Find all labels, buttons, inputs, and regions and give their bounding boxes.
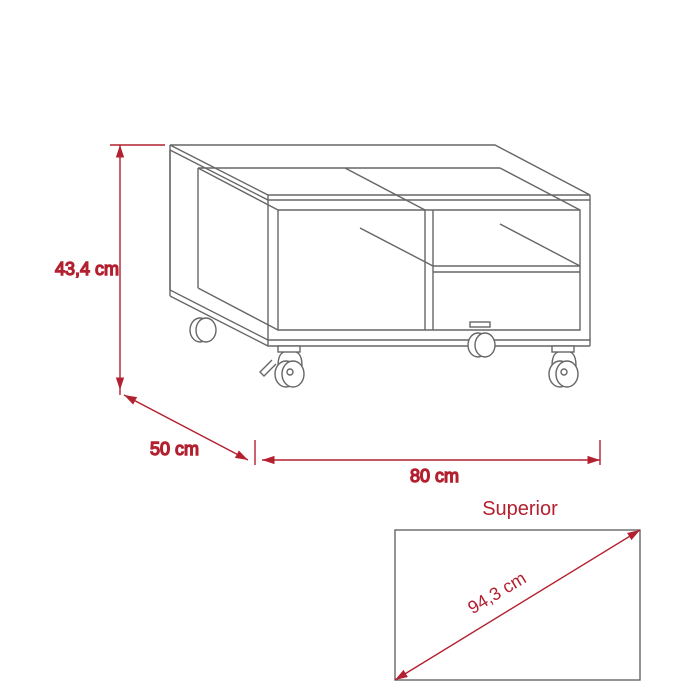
dimension-lines: 43,4 cm 50 cm 80 cm bbox=[55, 145, 600, 486]
height-label: 43,4 cm bbox=[55, 259, 119, 279]
top-view-panel: Superior 94,3 cm bbox=[395, 498, 640, 680]
furniture-outline bbox=[170, 145, 590, 346]
depth-label: 50 cm bbox=[150, 439, 199, 459]
furniture-dimension-diagram: 43,4 cm 50 cm 80 cm Superior 94,3 cm bbox=[0, 0, 700, 700]
caster-wheels bbox=[190, 318, 578, 387]
width-label: 80 cm bbox=[410, 466, 459, 486]
top-view-title: Superior bbox=[482, 498, 558, 520]
diagonal-label: 94,3 cm bbox=[464, 568, 529, 618]
